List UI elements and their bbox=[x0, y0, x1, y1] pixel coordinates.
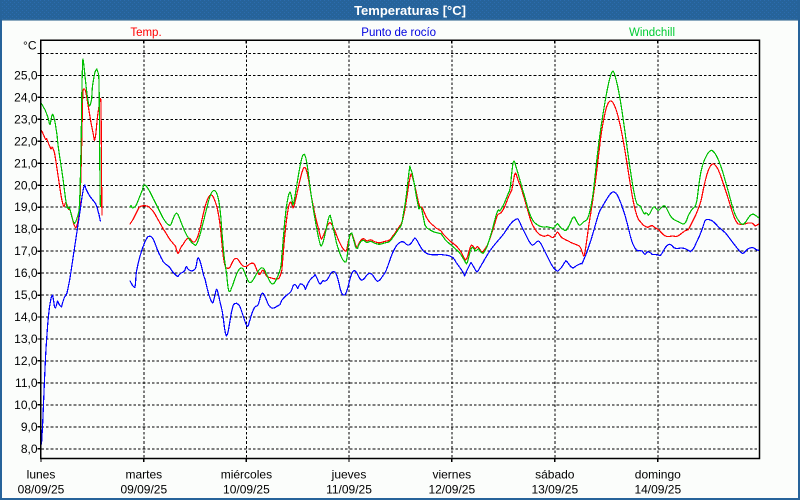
svg-text:Punto de rocío: Punto de rocío bbox=[361, 27, 436, 39]
svg-text:Temperaturas [°C]: Temperaturas [°C] bbox=[354, 3, 466, 18]
svg-text:9,0: 9,0 bbox=[21, 420, 38, 434]
svg-text:jueves: jueves bbox=[331, 468, 367, 482]
svg-text:8,0: 8,0 bbox=[21, 442, 38, 456]
svg-text:°C: °C bbox=[23, 39, 37, 53]
svg-text:lunes: lunes bbox=[27, 468, 56, 482]
svg-text:12,0: 12,0 bbox=[14, 354, 38, 368]
svg-text:14/09/25: 14/09/25 bbox=[634, 483, 681, 497]
svg-text:13/09/25: 13/09/25 bbox=[531, 483, 578, 497]
svg-text:16,0: 16,0 bbox=[14, 266, 38, 280]
svg-text:22,0: 22,0 bbox=[14, 134, 38, 148]
svg-text:Windchill: Windchill bbox=[629, 27, 675, 39]
svg-text:24,0: 24,0 bbox=[14, 90, 38, 104]
svg-text:20,0: 20,0 bbox=[14, 178, 38, 192]
svg-text:08/09/25: 08/09/25 bbox=[18, 483, 65, 497]
svg-text:domingo: domingo bbox=[635, 468, 681, 482]
svg-text:13,0: 13,0 bbox=[14, 332, 38, 346]
svg-text:18,0: 18,0 bbox=[14, 222, 38, 236]
svg-text:15,0: 15,0 bbox=[14, 288, 38, 302]
svg-text:19,0: 19,0 bbox=[14, 200, 38, 214]
svg-text:miércoles: miércoles bbox=[221, 468, 272, 482]
svg-text:25,0: 25,0 bbox=[14, 69, 38, 83]
svg-text:martes: martes bbox=[125, 468, 162, 482]
svg-text:11/09/25: 11/09/25 bbox=[326, 483, 372, 497]
svg-text:10/09/25: 10/09/25 bbox=[223, 483, 270, 497]
svg-text:Temp.: Temp. bbox=[130, 27, 161, 39]
svg-text:09/09/25: 09/09/25 bbox=[120, 483, 167, 497]
svg-text:11,0: 11,0 bbox=[15, 376, 38, 390]
svg-text:12/09/25: 12/09/25 bbox=[428, 483, 475, 497]
svg-text:21,0: 21,0 bbox=[14, 156, 38, 170]
svg-text:17,0: 17,0 bbox=[14, 244, 38, 258]
svg-text:sábado: sábado bbox=[535, 468, 575, 482]
svg-text:23,0: 23,0 bbox=[14, 112, 38, 126]
svg-text:10,0: 10,0 bbox=[14, 398, 38, 412]
svg-text:viernes: viernes bbox=[432, 468, 471, 482]
svg-text:14,0: 14,0 bbox=[14, 310, 38, 324]
